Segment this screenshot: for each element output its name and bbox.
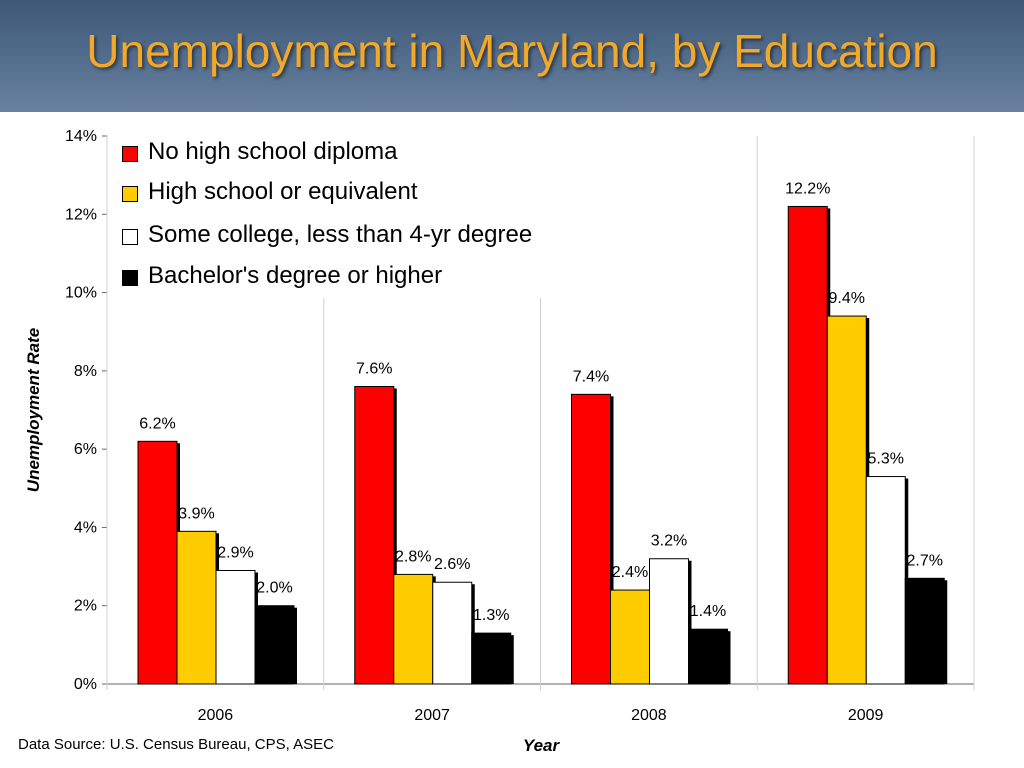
bar-value-label: 1.4% bbox=[690, 603, 726, 620]
bar bbox=[393, 573, 434, 685]
x-tick-label: 2007 bbox=[414, 707, 450, 724]
title-bar: Unemployment in Maryland, by Education bbox=[0, 0, 1024, 112]
y-tick-label: 2% bbox=[74, 598, 97, 615]
bar bbox=[649, 558, 689, 685]
bar bbox=[432, 581, 473, 685]
y-tick-label: 14% bbox=[65, 128, 97, 145]
bar-value-label: 2.6% bbox=[434, 556, 470, 573]
bar-value-label: 7.4% bbox=[573, 368, 609, 385]
x-tick-label: 2008 bbox=[631, 707, 667, 724]
bar bbox=[865, 476, 906, 685]
bar bbox=[215, 569, 256, 685]
bar bbox=[688, 628, 728, 685]
bar-value-label: 1.3% bbox=[473, 607, 509, 624]
legend-label: Bachelor's degree or higher bbox=[148, 262, 443, 289]
legend-label: No high school diploma bbox=[148, 138, 398, 165]
bar bbox=[471, 632, 512, 685]
bar bbox=[571, 393, 611, 685]
x-tick-label: 2006 bbox=[198, 707, 234, 724]
bar-value-label: 5.3% bbox=[868, 451, 904, 468]
bar-value-label: 3.9% bbox=[178, 505, 214, 522]
bar-value-label: 7.6% bbox=[356, 361, 392, 378]
legend-swatch-black bbox=[122, 270, 138, 286]
bar-value-label: 6.2% bbox=[139, 415, 175, 432]
bar-value-label: 2.4% bbox=[612, 564, 648, 581]
data-source-note: Data Source: U.S. Census Bureau, CPS, AS… bbox=[18, 736, 334, 753]
bar bbox=[904, 577, 945, 685]
bar bbox=[137, 440, 178, 685]
legend-swatch-red bbox=[122, 146, 138, 162]
x-tick-label: 2009 bbox=[848, 707, 884, 724]
bar-value-label: 12.2% bbox=[785, 180, 830, 197]
bar-value-label: 2.0% bbox=[256, 580, 292, 597]
x-axis-title: Year bbox=[523, 736, 561, 755]
legend-label: Some college, less than 4-yr degree bbox=[148, 221, 533, 248]
y-tick-label: 10% bbox=[65, 285, 97, 302]
y-tick-label: 12% bbox=[65, 206, 97, 223]
bar bbox=[826, 315, 867, 685]
bar bbox=[354, 386, 395, 685]
bar-value-label: 2.9% bbox=[217, 544, 253, 561]
y-tick-label: 8% bbox=[74, 363, 97, 380]
bar-value-label: 2.7% bbox=[907, 552, 943, 569]
bar-value-label: 9.4% bbox=[829, 290, 865, 307]
slide-title: Unemployment in Maryland, by Education bbox=[86, 25, 938, 77]
legend-swatch-white bbox=[122, 229, 138, 245]
bar bbox=[254, 605, 295, 685]
y-axis-title: Unemployment Rate bbox=[24, 328, 43, 492]
y-tick-label: 0% bbox=[74, 676, 97, 693]
legend-label: High school or equivalent bbox=[148, 178, 418, 205]
y-tick-label: 6% bbox=[74, 441, 97, 458]
bar bbox=[787, 205, 828, 685]
bar bbox=[610, 589, 650, 685]
bar-value-label: 2.8% bbox=[395, 548, 431, 565]
legend-swatch-yellow bbox=[122, 186, 138, 202]
bar-value-label: 3.2% bbox=[651, 533, 687, 550]
y-tick-label: 4% bbox=[74, 519, 97, 536]
bar bbox=[176, 530, 217, 685]
